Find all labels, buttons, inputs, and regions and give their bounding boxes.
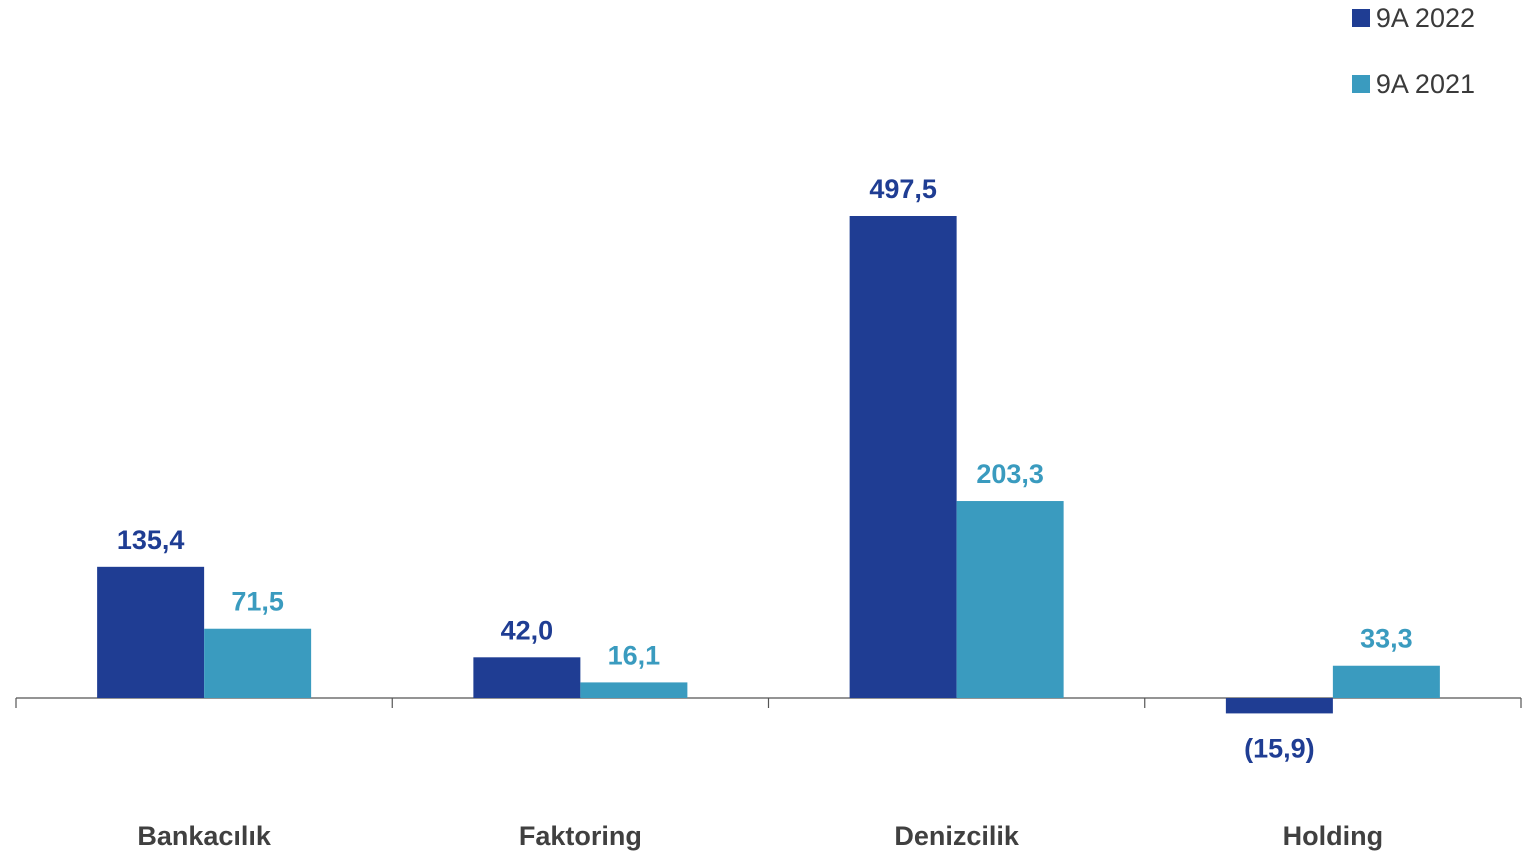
bar [580,682,688,698]
data-label: 71,5 [231,587,284,617]
bar [849,216,957,698]
bar [204,628,312,698]
legend: 9A 2022 9A 2021 [1351,2,1475,134]
category-label: Bankacılık [137,821,272,851]
data-label: 497,5 [869,174,937,204]
legend-label-series-1: 9A 2022 [1375,2,1475,33]
data-label: 135,4 [117,525,185,555]
bar [97,566,205,698]
bar [1332,665,1440,698]
legend-swatch-series-2 [1351,75,1370,93]
data-label: 33,3 [1360,624,1413,654]
data-label: (15,9) [1244,733,1315,763]
category-label: Faktoring [519,821,642,851]
data-label: 203,3 [976,459,1044,489]
bar [1225,698,1333,714]
category-label: Holding [1283,821,1383,851]
data-label: 16,1 [608,640,661,670]
category-label: Denizcilik [894,821,1020,851]
legend-swatch-series-1 [1351,9,1370,27]
legend-label-series-2: 9A 2021 [1375,68,1475,99]
legend-item-series-2: 9A 2021 [1351,68,1475,100]
bar [473,657,581,698]
data-label: 42,0 [501,615,554,645]
bar [956,501,1064,698]
legend-item-series-1: 9A 2022 [1351,2,1475,34]
